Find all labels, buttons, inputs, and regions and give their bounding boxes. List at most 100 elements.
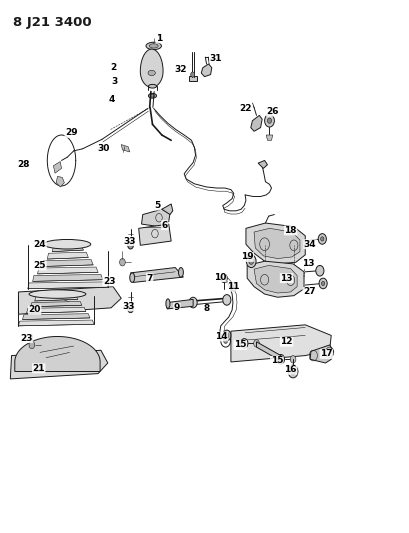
Polygon shape: [162, 204, 173, 215]
Ellipse shape: [150, 94, 155, 97]
Text: 16: 16: [284, 366, 297, 374]
Polygon shape: [130, 268, 183, 282]
Polygon shape: [254, 228, 300, 259]
Polygon shape: [35, 296, 78, 301]
Text: 27: 27: [303, 287, 316, 296]
Circle shape: [265, 114, 274, 127]
Circle shape: [318, 233, 326, 244]
Circle shape: [119, 259, 125, 266]
Polygon shape: [47, 252, 88, 259]
Text: 6: 6: [162, 221, 168, 230]
Polygon shape: [266, 135, 273, 140]
Circle shape: [223, 295, 231, 305]
Polygon shape: [231, 325, 331, 362]
Text: 20: 20: [29, 305, 41, 314]
Circle shape: [249, 258, 254, 264]
Polygon shape: [56, 176, 64, 187]
Text: 8 J21 3400: 8 J21 3400: [13, 16, 91, 29]
Circle shape: [224, 338, 228, 343]
Circle shape: [221, 274, 227, 282]
Polygon shape: [310, 345, 334, 363]
Circle shape: [189, 297, 197, 308]
Polygon shape: [139, 224, 171, 245]
Polygon shape: [22, 314, 90, 319]
Text: 8: 8: [203, 304, 210, 313]
Ellipse shape: [149, 44, 158, 48]
Text: 4: 4: [109, 95, 115, 104]
Text: 5: 5: [155, 201, 161, 210]
Circle shape: [246, 255, 256, 268]
Ellipse shape: [148, 93, 157, 98]
Circle shape: [232, 285, 235, 289]
Polygon shape: [247, 261, 304, 297]
Polygon shape: [256, 342, 283, 362]
Text: 17: 17: [320, 350, 333, 359]
Polygon shape: [140, 49, 163, 87]
Polygon shape: [18, 287, 121, 314]
Polygon shape: [28, 282, 108, 289]
Circle shape: [290, 356, 296, 363]
Polygon shape: [251, 115, 262, 131]
Ellipse shape: [148, 70, 155, 76]
Text: 23: 23: [20, 334, 33, 343]
Polygon shape: [18, 320, 94, 326]
Text: 14: 14: [215, 332, 228, 341]
Text: 25: 25: [34, 261, 46, 270]
Text: 30: 30: [98, 144, 110, 154]
Text: 28: 28: [18, 160, 30, 169]
Text: 10: 10: [214, 272, 226, 281]
Polygon shape: [38, 267, 98, 274]
Circle shape: [319, 278, 327, 289]
Circle shape: [267, 118, 272, 123]
Polygon shape: [142, 209, 170, 227]
Text: 22: 22: [240, 104, 252, 113]
Polygon shape: [27, 308, 86, 313]
Text: 2: 2: [110, 63, 116, 72]
Ellipse shape: [130, 273, 135, 282]
Circle shape: [128, 305, 133, 313]
Ellipse shape: [29, 290, 86, 298]
Text: 3: 3: [111, 77, 117, 86]
Polygon shape: [33, 274, 103, 281]
Text: 1: 1: [156, 34, 162, 43]
Circle shape: [191, 72, 195, 77]
Circle shape: [277, 354, 285, 364]
Circle shape: [254, 340, 259, 347]
Circle shape: [291, 368, 295, 375]
Text: 15: 15: [234, 341, 247, 350]
Ellipse shape: [44, 239, 91, 249]
Circle shape: [223, 330, 231, 341]
Polygon shape: [15, 336, 100, 372]
Polygon shape: [121, 144, 130, 152]
Ellipse shape: [148, 84, 157, 88]
Text: 12: 12: [280, 337, 293, 346]
Circle shape: [321, 281, 325, 286]
Text: 32: 32: [174, 64, 187, 74]
Polygon shape: [43, 260, 93, 266]
Text: 21: 21: [32, 364, 45, 373]
Circle shape: [128, 241, 133, 249]
Text: 24: 24: [34, 240, 46, 249]
Text: 13: 13: [280, 273, 293, 282]
Circle shape: [231, 282, 237, 291]
Polygon shape: [52, 246, 83, 252]
Text: 34: 34: [304, 240, 317, 249]
Polygon shape: [31, 302, 82, 307]
Text: 31: 31: [210, 54, 222, 63]
Text: 7: 7: [146, 273, 153, 282]
Text: 23: 23: [103, 277, 115, 286]
Polygon shape: [201, 64, 212, 77]
Circle shape: [225, 333, 229, 338]
Text: 33: 33: [123, 237, 136, 246]
Text: 11: 11: [227, 282, 240, 291]
Ellipse shape: [146, 42, 162, 50]
Circle shape: [288, 365, 298, 378]
Text: 18: 18: [284, 226, 297, 235]
Text: 29: 29: [65, 128, 78, 138]
Text: 33: 33: [122, 302, 135, 311]
Polygon shape: [258, 160, 267, 168]
Ellipse shape: [178, 268, 183, 277]
Polygon shape: [54, 161, 61, 173]
Circle shape: [29, 341, 35, 349]
Text: 15: 15: [271, 357, 283, 366]
